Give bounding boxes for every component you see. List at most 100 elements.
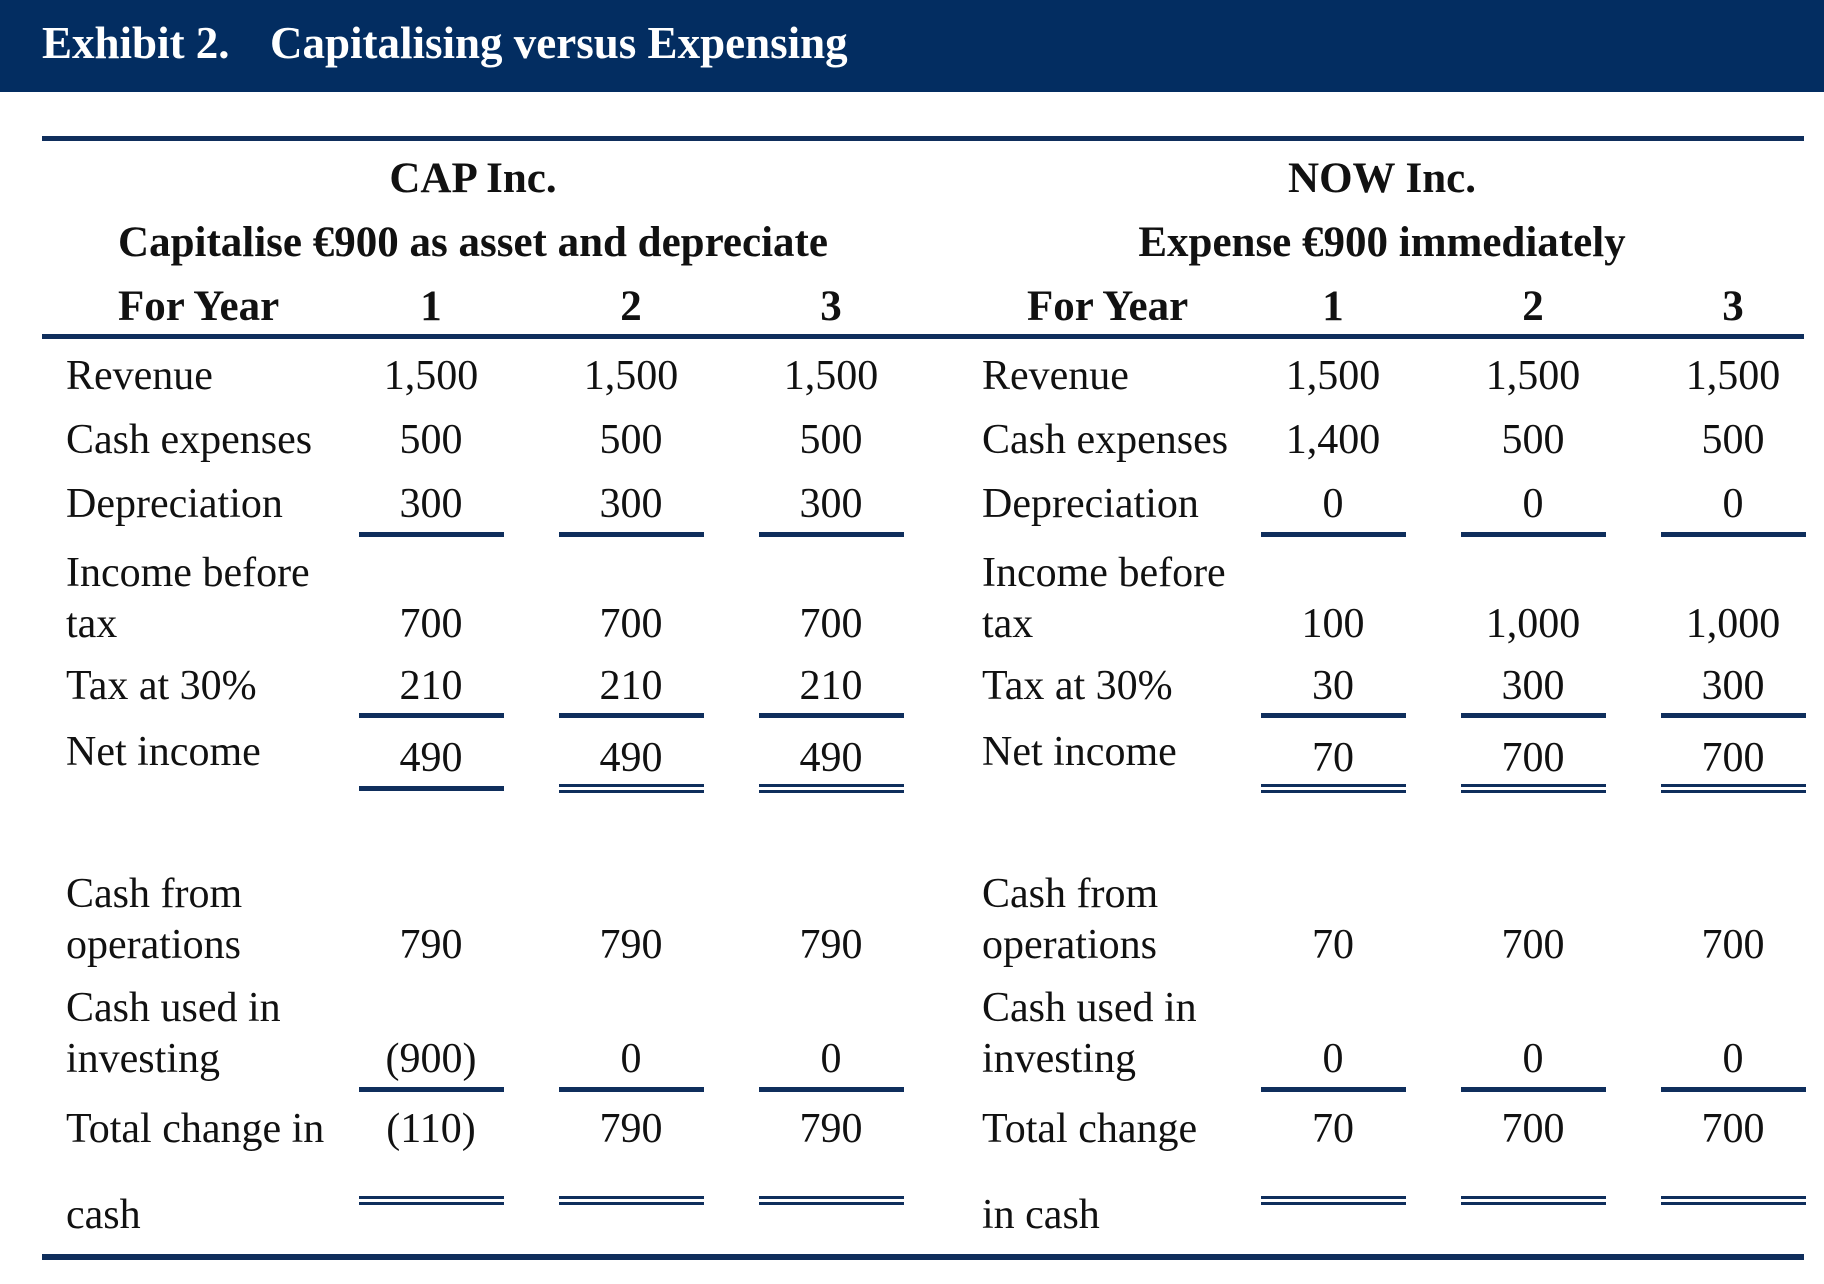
cap-underline-net-income-year-1	[359, 786, 504, 791]
now-value-tax-year-1: 30	[1312, 663, 1354, 709]
cap-underline-tax-year-2	[559, 713, 704, 718]
cap-row-label-total-change-in-cash-line-1: Total change in	[66, 1106, 325, 1152]
cap-underline-depreciation-year-3	[759, 532, 904, 537]
cap-row-label-income-before-tax-line-2: tax	[66, 601, 118, 647]
now-row-label-total-change-in-cash-line-1: Total change	[982, 1106, 1198, 1152]
cap-value-net-income-year-3: 490	[799, 735, 863, 781]
cap-value-tax-year-1: 210	[399, 663, 463, 709]
now-value-tax-year-3: 300	[1701, 663, 1765, 709]
cap-double-underline-total-change-in-cash-year-3	[759, 1196, 904, 1205]
now-value-depreciation-year-1: 0	[1322, 481, 1344, 527]
cap-value-revenue-year-1: 1,500	[383, 353, 479, 399]
cap-double-underline-net-income-year-2	[559, 784, 704, 793]
cap-value-income-before-tax-year-1: 700	[399, 601, 463, 647]
now-value-cash-expenses-year-1: 1,400	[1285, 417, 1381, 463]
now-double-underline-total-change-in-cash-year-3	[1661, 1196, 1806, 1205]
now-value-income-before-tax-year-1: 100	[1301, 601, 1365, 647]
now-value-revenue-year-2: 1,500	[1485, 353, 1581, 399]
now-year-label: For Year	[1027, 283, 1189, 330]
now-company-name: NOW Inc.	[1288, 155, 1476, 202]
now-double-underline-net-income-year-3	[1661, 784, 1806, 793]
cap-underline-depreciation-year-1	[359, 532, 504, 537]
now-value-total-change-in-cash-year-1: 70	[1312, 1106, 1354, 1152]
now-value-tax-year-2: 300	[1501, 663, 1565, 709]
cap-year-1: 1	[420, 283, 442, 330]
cap-value-cash-used-in-investing-year-1: (900)	[385, 1036, 477, 1082]
exhibit-header-bar: Exhibit 2. Capitalising versus Expensing	[0, 0, 1824, 92]
cap-row-label-depreciation: Depreciation	[66, 481, 283, 527]
cap-row-label-tax: Tax at 30%	[66, 663, 257, 709]
cap-underline-depreciation-year-2	[559, 532, 704, 537]
cap-value-net-income-year-2: 490	[599, 735, 663, 781]
cap-value-revenue-year-3: 1,500	[783, 353, 879, 399]
cap-value-depreciation-year-3: 300	[799, 481, 863, 527]
now-underline-depreciation-year-3	[1661, 532, 1806, 537]
now-value-income-before-tax-year-2: 1,000	[1485, 601, 1581, 647]
now-value-cash-used-in-investing-year-2: 0	[1522, 1036, 1544, 1082]
cap-company-name: CAP Inc.	[389, 155, 557, 202]
cap-row-label-cash-used-in-investing-line-2: investing	[66, 1036, 220, 1082]
now-value-cash-expenses-year-3: 500	[1701, 417, 1765, 463]
now-value-total-change-in-cash-year-3: 700	[1701, 1106, 1765, 1152]
cap-value-cash-used-in-investing-year-2: 0	[620, 1036, 642, 1082]
cap-double-underline-net-income-year-3	[759, 784, 904, 793]
cap-year-2: 2	[620, 283, 642, 330]
now-double-underline-net-income-year-2	[1461, 784, 1606, 793]
cap-value-tax-year-3: 210	[799, 663, 863, 709]
now-row-label-income-before-tax-line-2: tax	[982, 601, 1034, 647]
now-year-1: 1	[1322, 283, 1344, 330]
now-row-label-income-before-tax-line-1: Income before	[982, 550, 1226, 596]
cap-underline-cash-used-in-investing-year-2	[559, 1087, 704, 1092]
cap-value-cash-used-in-investing-year-3: 0	[820, 1036, 842, 1082]
cap-value-depreciation-year-2: 300	[599, 481, 663, 527]
cap-value-depreciation-year-1: 300	[399, 481, 463, 527]
now-year-2: 2	[1522, 283, 1544, 330]
now-row-label-total-change-in-cash-line-2: in cash	[982, 1192, 1100, 1238]
now-row-label-tax: Tax at 30%	[982, 663, 1173, 709]
cap-value-revenue-year-2: 1,500	[583, 353, 679, 399]
now-double-underline-total-change-in-cash-year-1	[1261, 1196, 1406, 1205]
cap-underline-cash-used-in-investing-year-3	[759, 1087, 904, 1092]
now-value-net-income-year-3: 700	[1701, 735, 1765, 781]
cap-value-total-change-in-cash-year-2: 790	[599, 1106, 663, 1152]
now-underline-cash-used-in-investing-year-2	[1461, 1087, 1606, 1092]
cap-value-total-change-in-cash-year-3: 790	[799, 1106, 863, 1152]
table-bottom-rule	[42, 1254, 1804, 1260]
now-underline-tax-year-2	[1461, 713, 1606, 718]
cap-value-cash-from-operations-year-2: 790	[599, 922, 663, 968]
now-row-label-cash-used-in-investing-line-1: Cash used in	[982, 985, 1197, 1031]
now-value-cash-from-operations-year-3: 700	[1701, 922, 1765, 968]
cap-row-label-cash-from-operations-line-2: operations	[66, 922, 241, 968]
now-value-net-income-year-2: 700	[1501, 735, 1565, 781]
table-header-rule	[42, 334, 1804, 339]
now-value-cash-from-operations-year-1: 70	[1312, 922, 1354, 968]
cap-value-income-before-tax-year-2: 700	[599, 601, 663, 647]
now-row-label-cash-used-in-investing-line-2: investing	[982, 1036, 1136, 1082]
now-underline-depreciation-year-1	[1261, 532, 1406, 537]
cap-row-label-revenue: Revenue	[66, 353, 213, 399]
now-row-label-depreciation: Depreciation	[982, 481, 1199, 527]
now-underline-tax-year-3	[1661, 713, 1806, 718]
cap-row-label-cash-from-operations-line-1: Cash from	[66, 871, 243, 917]
now-double-underline-net-income-year-1	[1261, 784, 1406, 793]
now-value-cash-from-operations-year-2: 700	[1501, 922, 1565, 968]
now-underline-cash-used-in-investing-year-3	[1661, 1087, 1806, 1092]
now-underline-cash-used-in-investing-year-1	[1261, 1087, 1406, 1092]
cap-value-cash-from-operations-year-1: 790	[399, 922, 463, 968]
exhibit-title: Capitalising versus Expensing	[270, 18, 848, 68]
now-underline-tax-year-1	[1261, 713, 1406, 718]
now-row-label-cash-from-operations-line-2: operations	[982, 922, 1157, 968]
cap-method-heading: Capitalise €900 as asset and depreciate	[118, 219, 828, 266]
now-value-net-income-year-1: 70	[1312, 735, 1354, 781]
cap-row-label-cash-used-in-investing-line-1: Cash used in	[66, 985, 281, 1031]
exhibit-label: Exhibit 2.	[42, 18, 230, 68]
now-row-label-revenue: Revenue	[982, 353, 1129, 399]
now-value-cash-expenses-year-2: 500	[1501, 417, 1565, 463]
cap-underline-tax-year-3	[759, 713, 904, 718]
now-double-underline-total-change-in-cash-year-2	[1461, 1196, 1606, 1205]
now-row-label-net-income: Net income	[982, 729, 1177, 775]
now-year-3: 3	[1722, 283, 1744, 330]
cap-row-label-net-income: Net income	[66, 729, 261, 775]
now-value-revenue-year-3: 1,500	[1685, 353, 1781, 399]
cap-value-cash-expenses-year-3: 500	[799, 417, 863, 463]
